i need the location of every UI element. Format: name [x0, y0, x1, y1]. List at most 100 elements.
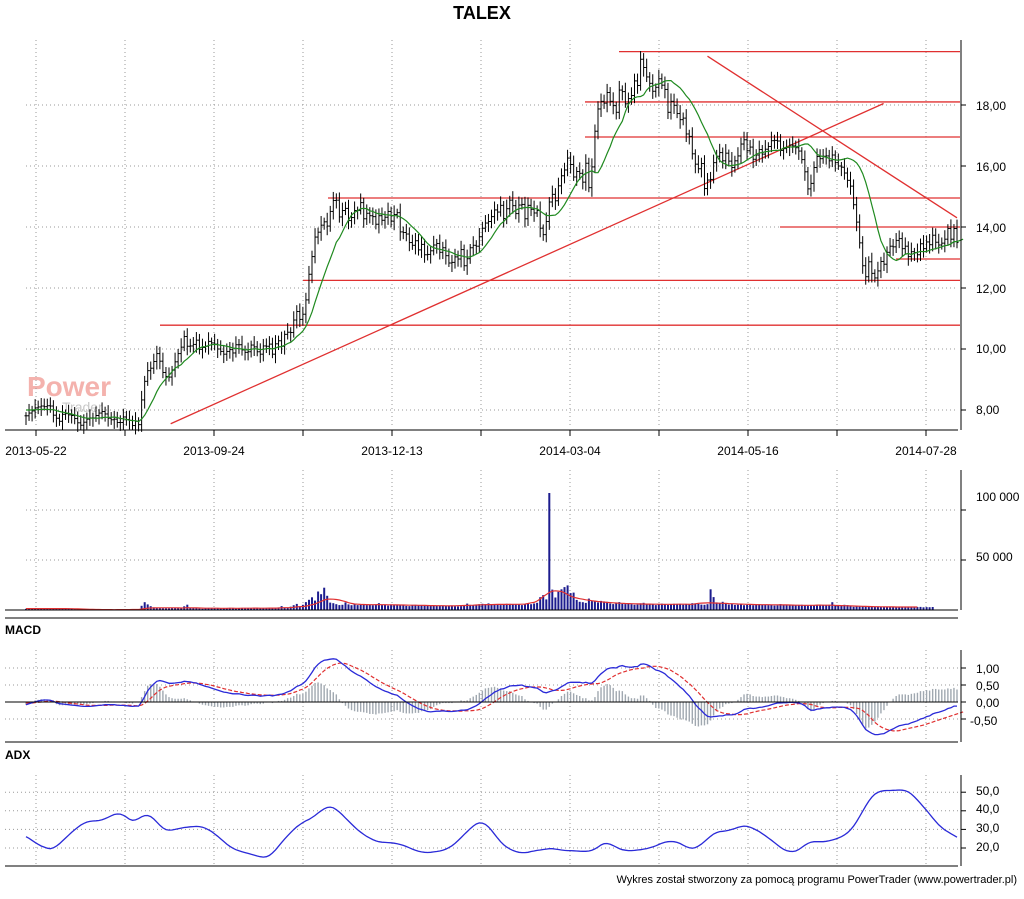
volume-bar — [752, 605, 754, 610]
volume-bars — [25, 493, 934, 610]
volume-bar — [770, 605, 772, 610]
volume-bar — [405, 606, 407, 610]
price-candle — [387, 203, 390, 225]
price-candle — [490, 210, 493, 229]
price-candle — [484, 215, 487, 232]
volume-bar — [345, 602, 347, 610]
volume-bar — [831, 602, 833, 610]
price-candle — [867, 256, 870, 282]
price-candle — [478, 228, 481, 252]
price-candle — [52, 400, 55, 422]
volume-bar — [533, 604, 535, 611]
price-candle — [551, 186, 554, 208]
volume-bar — [816, 605, 818, 610]
price-candle — [137, 417, 140, 431]
price-candle — [752, 139, 755, 168]
volume-bar — [813, 606, 815, 610]
price-candle — [131, 416, 134, 430]
price-candle — [557, 178, 560, 206]
price-candle — [134, 412, 137, 434]
price-candle — [776, 132, 779, 149]
price-candle — [438, 235, 441, 260]
price-candle — [359, 193, 362, 214]
volume-bar — [707, 604, 709, 610]
price-candle — [940, 237, 943, 249]
price-candle — [937, 234, 940, 254]
price-candle — [393, 205, 396, 230]
price-candle — [533, 201, 536, 222]
volume-bar — [411, 605, 413, 610]
price-candle — [554, 188, 557, 210]
volume-bar — [384, 605, 386, 610]
price-candle — [116, 412, 119, 428]
price-candle — [420, 236, 423, 258]
price-candle — [347, 200, 350, 229]
volume-bar — [354, 604, 356, 610]
volume-bar — [521, 605, 523, 610]
volume-bar — [302, 605, 304, 610]
volume-bar — [646, 604, 648, 610]
price-candle — [694, 149, 697, 173]
price-candle — [161, 353, 164, 379]
price-candle — [636, 74, 639, 94]
price-candle — [317, 228, 320, 245]
price-candle — [453, 249, 456, 269]
price-candle — [934, 228, 937, 249]
price-candle — [876, 262, 879, 287]
price-candle — [487, 214, 490, 232]
volume-bar — [594, 601, 596, 610]
price-candle — [527, 197, 530, 226]
volume-bar — [764, 605, 766, 610]
price-candle — [642, 53, 645, 77]
axes — [5, 40, 966, 866]
volume-bar — [512, 604, 514, 610]
price-candle — [727, 150, 730, 167]
price-candle — [155, 346, 158, 370]
price-candle — [423, 239, 426, 263]
price-candle — [231, 343, 234, 362]
volume-bar — [682, 605, 684, 610]
price-candle — [143, 376, 146, 409]
price-candle — [320, 216, 323, 241]
price-candle — [244, 346, 247, 361]
price-candle — [189, 339, 192, 353]
price-candle — [825, 148, 828, 165]
price-candle — [414, 233, 417, 254]
volume-bar — [767, 605, 769, 610]
price-candle — [800, 147, 803, 163]
volume-bar — [655, 605, 657, 610]
price-candle — [700, 158, 703, 178]
price-candle — [806, 167, 809, 195]
volume-bar — [634, 605, 636, 610]
y-tick-label: 50 000 — [976, 550, 1013, 564]
volume-bar — [676, 604, 678, 610]
volume-y-axis-labels: 50 000 100 000 — [976, 490, 1020, 564]
y-tick-label: 0,00 — [976, 696, 1000, 710]
y-tick-label: 20,0 — [976, 840, 1000, 854]
price-candle — [956, 220, 959, 249]
volume-bar — [585, 603, 587, 610]
price-candle — [666, 83, 669, 119]
price-candle — [450, 255, 453, 272]
volume-bar — [576, 600, 578, 610]
price-candle — [536, 205, 539, 217]
price-candle — [609, 87, 612, 106]
volume-bar — [363, 605, 365, 610]
y-tick-label: 18,00 — [976, 99, 1006, 113]
y-tick-label: 12,00 — [976, 282, 1006, 296]
volume-bar — [728, 605, 730, 610]
price-candle — [843, 158, 846, 180]
price-candle — [298, 303, 301, 327]
volume-bar — [515, 605, 517, 610]
volume-bar — [609, 604, 611, 611]
price-candle — [569, 152, 572, 173]
price-candle — [624, 83, 627, 108]
volume-bar — [862, 606, 864, 610]
adx-y-axis-labels: 50,0 40,0 30,0 20,0 — [976, 784, 1000, 854]
price-candle — [323, 218, 326, 230]
volume-bar — [472, 605, 474, 610]
adx-line — [26, 790, 957, 857]
price-candle — [125, 411, 128, 426]
price-candle — [931, 228, 934, 252]
